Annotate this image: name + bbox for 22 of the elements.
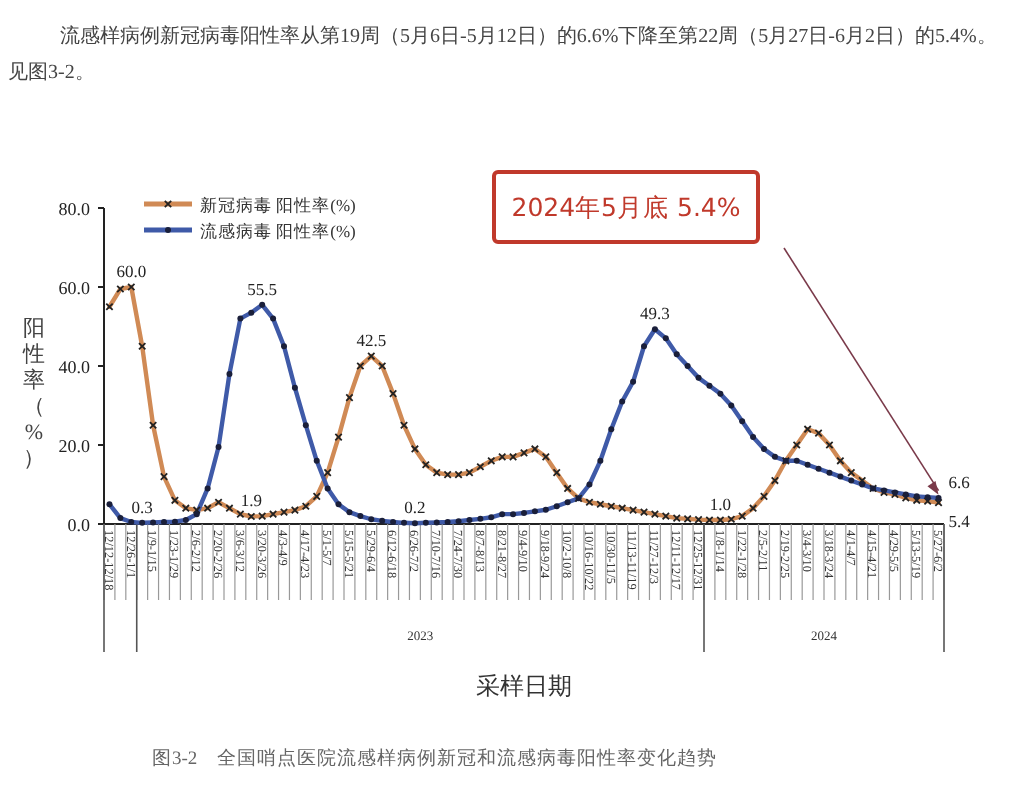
x-axis-title: 采样日期 <box>476 672 572 700</box>
annotation: 2024年5月底 5.4% <box>511 192 741 222</box>
chart-subtitle: 流感样病例新冠病毒阳性率从第19周（5月6日-5月12日）的6.6%下降至第22周（5月27日-6月2日）的5.4%。见图3-2。 <box>8 23 999 88</box>
data-label: 5.4 <box>948 510 972 531</box>
data-label: 1.9 <box>240 490 262 511</box>
legend-label: 新冠病毒 阳性率(%) <box>200 195 357 215</box>
data-label: 55.5 <box>247 278 278 299</box>
data-label: 60.0 <box>116 261 147 281</box>
y-tick-label: 20.0 <box>58 436 91 456</box>
y-tick-label: 80.0 <box>58 199 91 219</box>
y-tick-label: 0.0 <box>67 515 91 535</box>
y-axis-title: 阳性率（%） <box>21 317 45 471</box>
data-label: 0.3 <box>131 496 153 517</box>
y-tick-label: 40.0 <box>58 357 91 377</box>
caption: 图3-2 全国哨点医院流感样病例新冠和流感病毒阳性率变化趋势 <box>152 746 718 770</box>
data-label: 42.5 <box>356 330 387 351</box>
data-label: 0.2 <box>404 497 426 518</box>
data-label: 6.6 <box>948 471 970 492</box>
y-tick-label: 60.0 <box>58 278 91 298</box>
legend-label: 流感病毒 阳性率(%) <box>200 221 357 241</box>
data-label: 49.3 <box>640 303 670 324</box>
data-label: 1.0 <box>709 494 731 515</box>
